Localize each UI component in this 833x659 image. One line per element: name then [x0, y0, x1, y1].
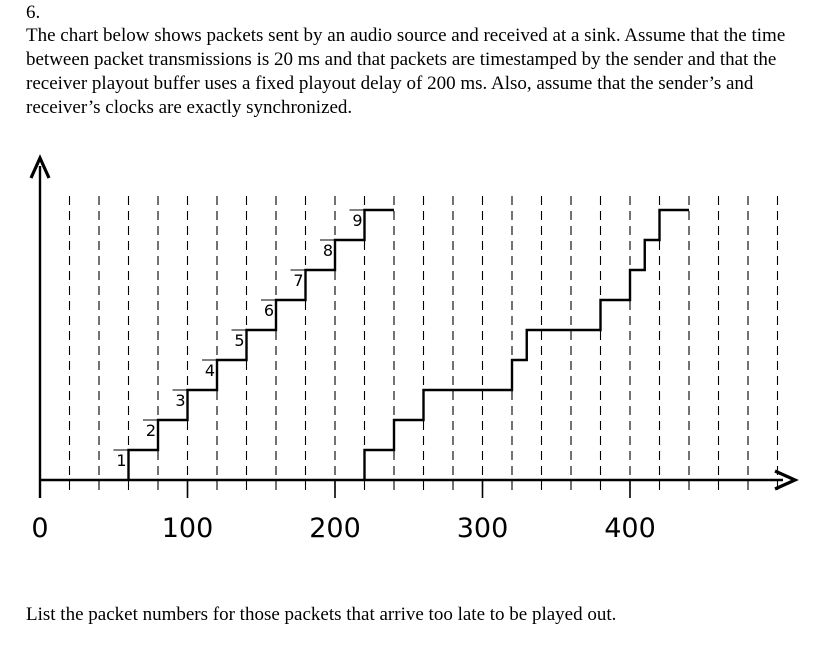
x-tick-label: 200: [309, 513, 361, 544]
packet-label: 7: [290, 269, 306, 290]
packet-label-box: [261, 299, 277, 320]
send-series-line: [127, 208, 394, 480]
chart-ticks: 0 100 200 300 400: [31, 513, 655, 544]
packet-label-box: [349, 209, 365, 230]
receive-series-line: [363, 208, 689, 480]
packet-label: 8: [320, 239, 336, 260]
x-tick-label: 300: [457, 513, 509, 544]
packet-label: 3: [172, 389, 188, 410]
chart-gridlines: [68, 196, 779, 498]
packet-label: 1: [113, 449, 129, 470]
packet-label-box: [143, 419, 159, 440]
packet-label-text: 7: [293, 271, 303, 290]
question-text: The chart below shows packets sent by an…: [26, 25, 786, 118]
packet-label-text: 9: [352, 211, 362, 230]
chart-point-labels: 1 23 45 67 89: [113, 209, 365, 470]
packet-label-box: [113, 449, 129, 470]
packet-label-box: [172, 389, 188, 410]
question-prompt: List the packet numbers for those packet…: [26, 604, 617, 625]
x-tick-label: 100: [162, 513, 214, 544]
packet-label-box: [231, 329, 247, 350]
chart-axes: [29, 154, 799, 498]
x-axis-arrow: [774, 469, 799, 491]
packet-label: 9: [349, 209, 365, 230]
packet-label-text: 8: [323, 241, 333, 260]
y-axis-arrow: [29, 154, 51, 179]
packet-label: 4: [202, 359, 218, 380]
x-tick-label: 0: [31, 513, 48, 544]
packet-label: 5: [231, 329, 247, 350]
packet-label-text: 1: [116, 451, 126, 470]
packet-label-text: 6: [264, 301, 274, 320]
packet-label-box: [320, 239, 336, 260]
packet-label: 6: [261, 299, 277, 320]
packet-timing-chart: 0 100 200 300 400 1 23 45 67 89: [29, 154, 799, 544]
x-tick-label: 400: [604, 513, 656, 544]
packet-label-text: 2: [146, 421, 156, 440]
chart-series: [127, 208, 689, 480]
packet-label: 2: [143, 419, 159, 440]
packet-label-text: 5: [234, 331, 244, 350]
packet-label-text: 4: [205, 361, 215, 380]
packet-label-box: [202, 359, 218, 380]
question-number: 6.: [26, 2, 41, 23]
packet-label-box: [290, 269, 306, 290]
packet-label-text: 3: [175, 391, 185, 410]
